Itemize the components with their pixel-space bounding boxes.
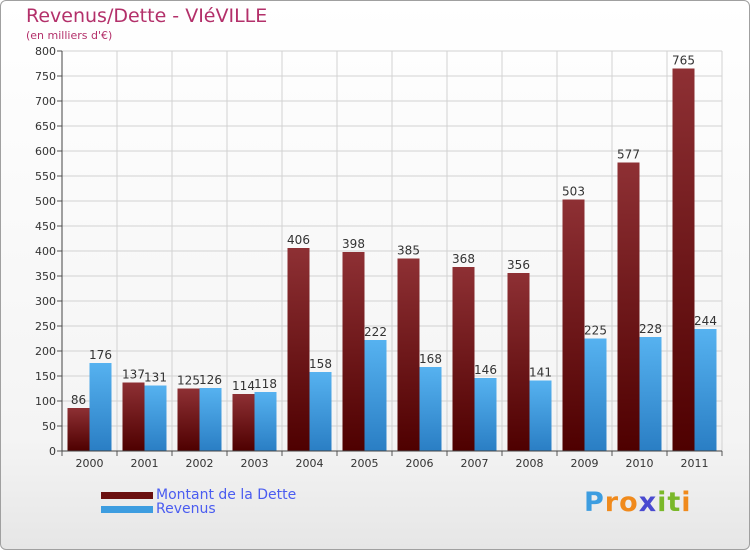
logo-letter: t bbox=[667, 487, 682, 518]
y-tick-label: 100 bbox=[35, 395, 56, 408]
bar-debt bbox=[397, 258, 420, 451]
value-label-revenus: 176 bbox=[89, 348, 112, 362]
value-labels: 86 176 137 131 125 126 114 118 406 158 398 222 385 16… bbox=[71, 54, 717, 408]
x-tick-label: 2003 bbox=[241, 457, 269, 470]
bar-debt bbox=[452, 267, 475, 451]
logo-letter: i bbox=[681, 487, 692, 518]
value-label-revenus: 146 bbox=[474, 363, 497, 377]
value-label-debt: 503 bbox=[562, 185, 585, 199]
value-label-debt: 368 bbox=[452, 252, 475, 266]
value-label-debt: 398 bbox=[342, 237, 365, 251]
bar-debt bbox=[177, 388, 200, 451]
bar-revenus bbox=[144, 385, 167, 451]
y-tick-label: 150 bbox=[35, 370, 56, 383]
value-label-revenus: 158 bbox=[309, 357, 332, 371]
value-label-revenus: 244 bbox=[694, 314, 717, 328]
bar-revenus bbox=[639, 337, 662, 451]
legend-label-debt: Montant de la Dette bbox=[156, 487, 297, 503]
legend-item-debt: Montant de la Dette bbox=[101, 487, 297, 503]
bar-debt bbox=[562, 199, 585, 451]
value-label-debt: 114 bbox=[232, 379, 255, 393]
x-tick-label: 2000 bbox=[76, 457, 104, 470]
x-tick-label: 2005 bbox=[351, 457, 379, 470]
value-label-debt: 86 bbox=[71, 393, 86, 407]
chart-title: Revenus/Dette - VIéVILLE bbox=[26, 5, 268, 27]
axes: 0 50 100 150 200 250 300 350 400 450 500 550 600 650 7… bbox=[35, 45, 723, 470]
value-label-debt: 577 bbox=[617, 148, 640, 162]
bar-revenus bbox=[529, 380, 552, 451]
y-tick-label: 0 bbox=[49, 445, 56, 458]
y-tick-label: 50 bbox=[42, 420, 56, 433]
bar-revenus bbox=[309, 372, 332, 451]
y-tick-label: 350 bbox=[35, 270, 56, 283]
bars bbox=[67, 68, 717, 451]
bar-revenus bbox=[694, 329, 717, 451]
value-label-debt: 356 bbox=[507, 258, 530, 272]
x-tick-label: 2008 bbox=[516, 457, 544, 470]
y-tick-label: 700 bbox=[35, 95, 56, 108]
bar-debt bbox=[232, 394, 255, 451]
x-tick-label: 2001 bbox=[131, 457, 159, 470]
y-tick-label: 600 bbox=[35, 145, 56, 158]
y-tick-label: 550 bbox=[35, 170, 56, 183]
bar-debt bbox=[507, 273, 530, 451]
value-label-debt: 125 bbox=[177, 374, 200, 388]
bar-debt bbox=[342, 252, 365, 451]
value-label-revenus: 118 bbox=[254, 377, 277, 391]
bar-revenus bbox=[584, 338, 607, 451]
y-tick-label: 650 bbox=[35, 120, 56, 133]
bar-debt bbox=[122, 382, 145, 451]
legend-swatch-revenus bbox=[101, 505, 153, 513]
chart-subtitle: (en milliers d'€) bbox=[26, 29, 113, 42]
y-tick-label: 250 bbox=[35, 320, 56, 333]
bar-revenus bbox=[474, 378, 497, 451]
logo-letter: r bbox=[604, 487, 620, 518]
x-tick-label: 2010 bbox=[626, 457, 654, 470]
x-tick-label: 2011 bbox=[681, 457, 709, 470]
value-label-revenus: 222 bbox=[364, 325, 387, 339]
value-label-debt: 406 bbox=[287, 233, 310, 247]
logo-letter: x bbox=[638, 487, 658, 518]
value-label-debt: 385 bbox=[397, 244, 420, 258]
y-tick-label: 450 bbox=[35, 220, 56, 233]
x-tick-label: 2007 bbox=[461, 457, 489, 470]
value-label-revenus: 131 bbox=[144, 371, 167, 385]
bar-revenus bbox=[89, 363, 112, 451]
logo-letter: i bbox=[657, 487, 668, 518]
value-label-debt: 765 bbox=[672, 54, 695, 68]
legend-item-revenus: Revenus bbox=[101, 501, 216, 517]
x-tick-label: 2002 bbox=[186, 457, 214, 470]
legend-label-revenus: Revenus bbox=[156, 501, 216, 517]
value-label-debt: 137 bbox=[122, 368, 145, 382]
x-tick-label: 2004 bbox=[296, 457, 324, 470]
bar-debt bbox=[287, 248, 310, 451]
x-tick-label: 2006 bbox=[406, 457, 434, 470]
bar-debt bbox=[672, 68, 695, 451]
logo-letter: o bbox=[619, 487, 639, 518]
value-label-revenus: 168 bbox=[419, 352, 442, 366]
y-tick-label: 500 bbox=[35, 195, 56, 208]
bar-revenus bbox=[199, 388, 222, 451]
y-tick-label: 200 bbox=[35, 345, 56, 358]
y-tick-label: 400 bbox=[35, 245, 56, 258]
grid-lines bbox=[61, 50, 723, 452]
y-tick-label: 750 bbox=[35, 70, 56, 83]
y-tick-label: 300 bbox=[35, 295, 56, 308]
bar-debt bbox=[617, 162, 640, 451]
value-label-revenus: 228 bbox=[639, 322, 662, 336]
x-tick-label: 2009 bbox=[571, 457, 599, 470]
bar-revenus bbox=[254, 392, 277, 451]
bar-revenus bbox=[419, 367, 442, 451]
bar-revenus bbox=[364, 340, 387, 451]
value-label-revenus: 225 bbox=[584, 324, 607, 338]
logo-letter: P bbox=[584, 487, 605, 518]
legend-swatch-debt bbox=[101, 491, 153, 499]
value-label-revenus: 126 bbox=[199, 373, 222, 387]
bar-debt bbox=[67, 408, 90, 451]
value-label-revenus: 141 bbox=[529, 366, 552, 380]
proxiti-logo: Proxiti bbox=[584, 487, 692, 518]
y-tick-label: 800 bbox=[35, 45, 56, 58]
